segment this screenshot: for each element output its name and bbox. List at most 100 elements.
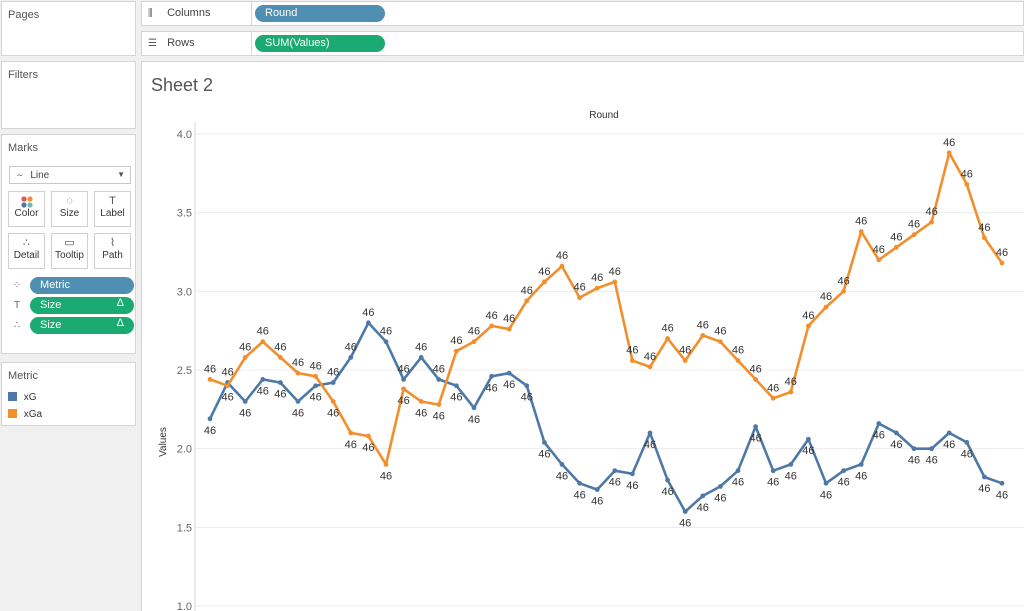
data-label: 46	[961, 168, 973, 180]
data-label: 46	[485, 310, 497, 322]
data-label: 46	[415, 407, 427, 419]
data-point	[647, 364, 653, 370]
data-point	[753, 377, 758, 382]
data-point	[612, 279, 618, 285]
detail-button-label: Detail	[13, 250, 40, 261]
data-label: 46	[925, 206, 937, 218]
marks-field-size-label[interactable]: T Size Δ	[8, 297, 134, 315]
data-point	[330, 399, 336, 404]
data-point	[682, 509, 688, 514]
data-point	[735, 358, 741, 363]
data-point	[982, 235, 987, 241]
data-label: 46	[925, 455, 937, 467]
marks-field-metric[interactable]: ⁘ Metric	[8, 277, 134, 295]
data-label: 46	[345, 341, 357, 353]
data-label: 46	[239, 341, 251, 353]
data-point	[295, 399, 301, 404]
data-point	[506, 370, 512, 376]
data-label: 46	[415, 341, 427, 353]
data-label: 46	[345, 439, 357, 451]
data-label: 46	[221, 367, 233, 379]
columns-shelf[interactable]: ⫼ Columns Round	[141, 1, 1024, 26]
y-tick-label: 3.5	[177, 208, 192, 220]
data-label: 46	[644, 439, 656, 451]
data-point	[753, 424, 758, 430]
y-tick-label: 3.0	[177, 286, 192, 298]
data-label: 46	[450, 335, 462, 347]
y-tick-label: 1.5	[177, 522, 192, 534]
data-point	[524, 383, 530, 389]
chevron-down-icon: ▼	[117, 170, 125, 179]
pages-card[interactable]: Pages	[1, 1, 136, 56]
legend-label: xG	[23, 392, 37, 403]
data-point	[630, 471, 635, 477]
data-label: 46	[873, 244, 885, 256]
mark-type-dropdown[interactable]: ∼ Line ▼	[9, 166, 131, 184]
data-point	[454, 348, 459, 354]
size-label-pill[interactable]: Size	[30, 297, 134, 314]
round-pill[interactable]: Round	[255, 5, 385, 22]
data-label: 46	[661, 486, 673, 498]
size-detail-pill-text: Size	[40, 319, 62, 331]
data-point	[770, 468, 776, 474]
path-button[interactable]: ⌇ Path	[94, 233, 131, 269]
tooltip-button[interactable]: ▭ Tooltip	[51, 233, 88, 269]
data-label: 46	[609, 477, 621, 489]
legend-item-xg[interactable]: xG	[8, 392, 37, 406]
data-label: 46	[309, 360, 321, 372]
data-label: 46	[837, 275, 849, 287]
chart-title: Round	[589, 110, 618, 121]
detail-button[interactable]: ∴ Detail	[8, 233, 45, 269]
data-label: 46	[521, 285, 533, 297]
y-tick-label: 2.5	[177, 365, 192, 377]
data-point	[559, 263, 565, 269]
filters-title: Filters	[8, 69, 38, 81]
metric-pill[interactable]: Metric	[30, 277, 134, 294]
data-label: 46	[890, 231, 902, 243]
data-point	[278, 355, 283, 360]
data-label: 46	[327, 367, 339, 379]
detail-icon: ∴	[13, 320, 21, 331]
path-icon: ⌇	[109, 237, 116, 249]
data-label: 46	[538, 448, 550, 460]
data-point	[401, 386, 406, 392]
data-label: 46	[697, 502, 709, 514]
legend-swatch	[8, 409, 17, 418]
tooltip-icon: ▭	[64, 237, 75, 249]
data-label: 46	[802, 310, 814, 322]
data-label: 46	[433, 363, 445, 375]
filters-card[interactable]: Filters	[1, 61, 136, 129]
data-point	[841, 288, 846, 294]
data-label: 46	[327, 407, 339, 419]
color-button[interactable]: Color	[8, 191, 45, 227]
rows-shelf[interactable]: ☰ Rows SUM(Values)	[141, 31, 1024, 56]
data-point	[735, 468, 741, 474]
data-point	[383, 462, 389, 467]
label-button[interactable]: T Label	[94, 191, 131, 227]
columns-icon: ⫼	[148, 8, 153, 19]
data-point	[330, 380, 336, 385]
data-label: 46	[257, 326, 269, 338]
pages-title: Pages	[8, 9, 40, 21]
marks-field-size-detail[interactable]: ∴ Size Δ	[8, 317, 134, 335]
data-label: 46	[626, 345, 638, 357]
data-label: 46	[714, 492, 726, 504]
data-label: 46	[450, 392, 462, 404]
legend-item-xga[interactable]: xGa	[8, 409, 42, 423]
y-tick-label: 2.0	[177, 444, 192, 456]
sum-values-pill[interactable]: SUM(Values)	[255, 35, 385, 52]
data-label: 46	[521, 392, 533, 404]
data-label: 46	[397, 363, 409, 375]
data-label: 46	[644, 351, 656, 363]
data-point	[999, 480, 1005, 486]
rows-label-text: Rows	[167, 37, 195, 49]
y-tick-label: 4.0	[177, 129, 192, 141]
size-detail-pill[interactable]: Size	[30, 317, 134, 334]
data-label: 46	[961, 448, 973, 460]
size-button[interactable]: ◌ Size	[51, 191, 88, 227]
data-point	[612, 468, 618, 474]
data-point	[577, 295, 582, 301]
data-label: 46	[943, 439, 955, 451]
data-point	[911, 232, 917, 238]
data-label: 46	[714, 326, 726, 338]
